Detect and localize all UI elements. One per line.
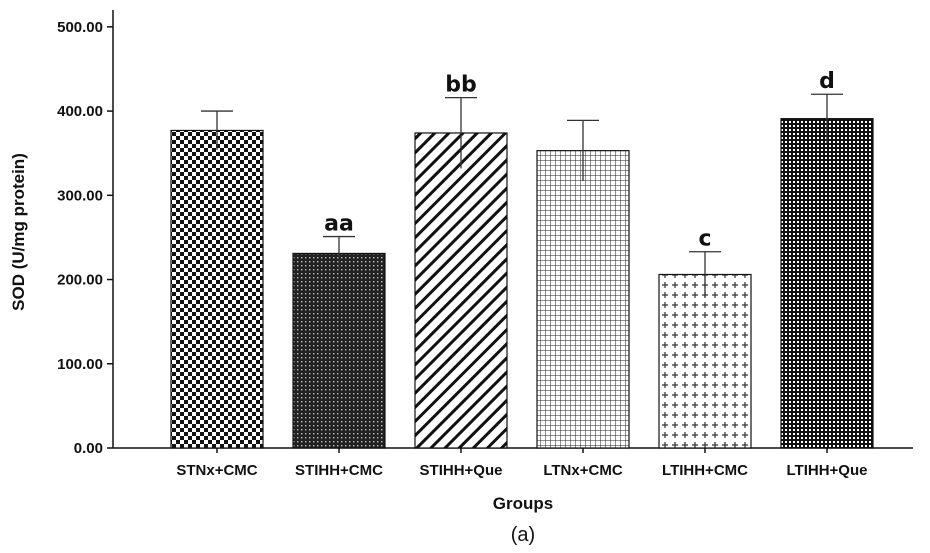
bar: [780, 118, 874, 449]
significance-labels: aa bb c d: [324, 69, 835, 252]
significance-label: bb: [445, 73, 477, 98]
x-axis-title: Groups: [493, 494, 553, 513]
x-axis: STNx+CMC STIHH+CMC STIHH+Que LTNx+CMC LTIHH+…: [113, 447, 913, 479]
bar: [170, 129, 264, 449]
y-tick-label: 300.00: [57, 187, 103, 204]
bar: [414, 132, 508, 449]
error-bars: [201, 93, 843, 298]
bar: [292, 252, 386, 449]
x-tick-label: LTIHH+CMC: [662, 462, 748, 479]
bar: [536, 150, 630, 449]
x-tick-label: STNx+CMC: [176, 462, 257, 479]
y-tick-label: 500.00: [57, 19, 103, 36]
x-tick-label: STIHH+Que: [420, 462, 503, 479]
y-axis: 0.00 100.00 200.00 300.00 400.00 500.00: [57, 10, 114, 457]
bars: [170, 118, 874, 449]
significance-label: aa: [324, 212, 354, 237]
y-axis-title: SOD (U/mg protein): [9, 153, 28, 311]
x-tick-label: STIHH+CMC: [295, 462, 383, 479]
x-tick-label: LTNx+CMC: [543, 462, 622, 479]
panel-label: (a): [511, 524, 535, 546]
significance-label: d: [819, 69, 835, 94]
y-tick-label: 400.00: [57, 103, 103, 120]
significance-label: c: [698, 227, 711, 252]
y-tick-label: 100.00: [57, 356, 103, 373]
bar: [658, 273, 752, 449]
y-tick-label: 200.00: [57, 272, 103, 289]
x-tick-label: LTIHH+Que: [787, 462, 868, 479]
y-tick-label: 0.00: [74, 440, 103, 457]
